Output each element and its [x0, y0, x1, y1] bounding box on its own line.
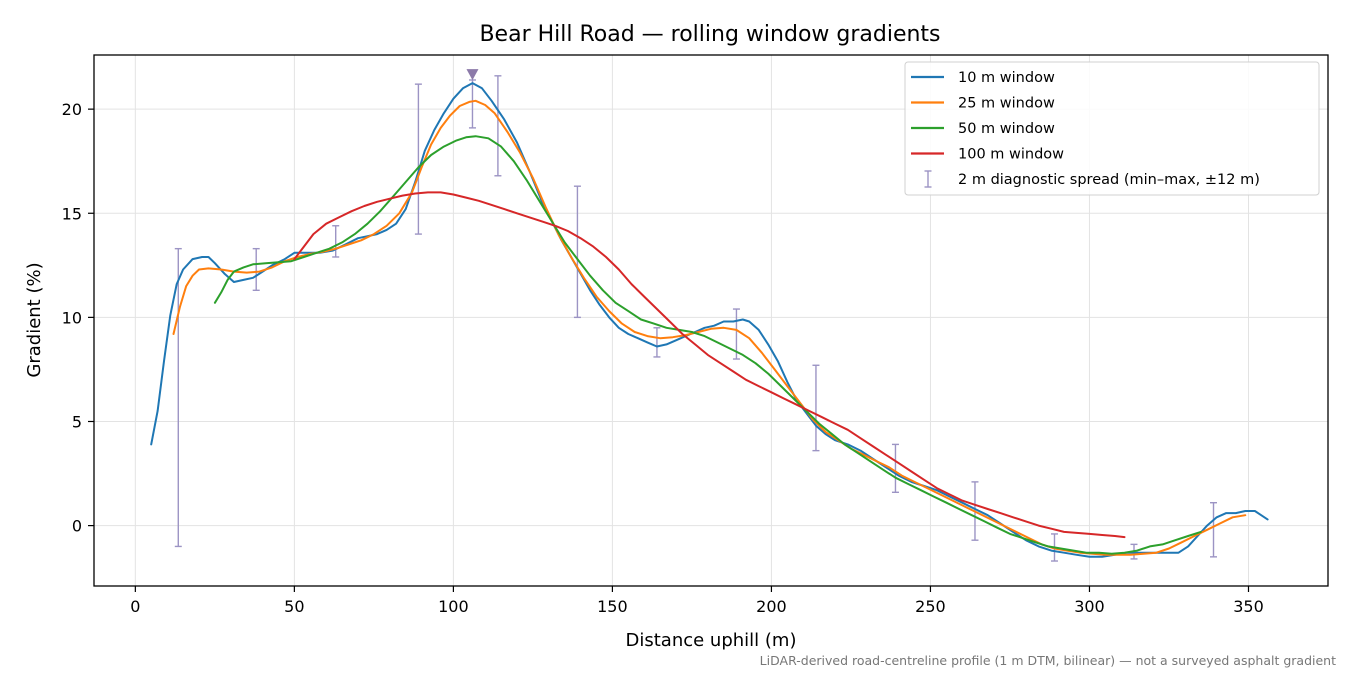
peak-marker	[466, 69, 479, 81]
x-tick-label: 50	[284, 597, 304, 616]
chart-title: Bear Hill Road — rolling window gradient…	[479, 22, 940, 47]
legend-label: 10 m window	[958, 70, 1055, 86]
x-tick-label: 300	[1074, 597, 1105, 616]
y-tick-label: 0	[72, 517, 82, 536]
series-line-4	[293, 191, 1126, 539]
series-line-2	[172, 99, 1247, 556]
x-axis-label: Distance uphill (m)	[626, 630, 797, 651]
legend-label: 25 m window	[958, 96, 1055, 112]
x-tick-label: 0	[130, 597, 140, 616]
legend-item: 10 m window	[911, 70, 1055, 86]
y-axis-label: Gradient (%)	[24, 262, 45, 377]
error-bar	[891, 443, 899, 493]
legend-item: 2 m diagnostic spread (min–max, ±12 m)	[924, 170, 1260, 188]
y-tick-label: 15	[62, 204, 82, 223]
error-bar	[468, 79, 476, 129]
error-bar	[573, 185, 581, 319]
error-bar	[1210, 502, 1218, 558]
error-bar	[812, 364, 820, 452]
legend-label: 100 m window	[958, 147, 1064, 163]
error-bar	[252, 247, 260, 292]
x-tick-label: 250	[915, 597, 946, 616]
footnote: LiDAR-derived road-centreline profile (1…	[760, 653, 1336, 668]
legend-label: 50 m window	[958, 121, 1055, 137]
x-tick-label: 200	[756, 597, 787, 616]
axis-ticks: 0 50 100 150 200 250 300 350 0 5 10 15 20	[62, 100, 1264, 616]
y-tick-label: 5	[72, 412, 82, 431]
legend-box	[904, 61, 1320, 196]
legend-item: 50 m window	[911, 121, 1055, 137]
error-bar	[332, 225, 340, 258]
legend-label: 2 m diagnostic spread (min–max, ±12 m)	[958, 172, 1260, 188]
x-tick-label: 100	[438, 597, 469, 616]
legend: 10 m window 25 m window 50 m window 100 m w…	[904, 61, 1320, 196]
series-line-1	[150, 82, 1269, 558]
y-tick-label: 10	[62, 308, 82, 327]
legend-item: 25 m window	[911, 96, 1055, 112]
series-lines	[150, 82, 1269, 558]
error-bar	[414, 83, 422, 235]
error-bar	[653, 327, 661, 358]
y-tick-label: 20	[62, 100, 82, 119]
error-bar	[174, 247, 182, 548]
peak-marker-group	[466, 69, 479, 81]
x-tick-label: 350	[1233, 597, 1264, 616]
error-bar	[494, 75, 502, 177]
plot-frame	[93, 54, 1329, 587]
series-line-3	[213, 135, 1202, 555]
legend-item: 100 m window	[911, 147, 1064, 163]
x-tick-label: 150	[597, 597, 628, 616]
